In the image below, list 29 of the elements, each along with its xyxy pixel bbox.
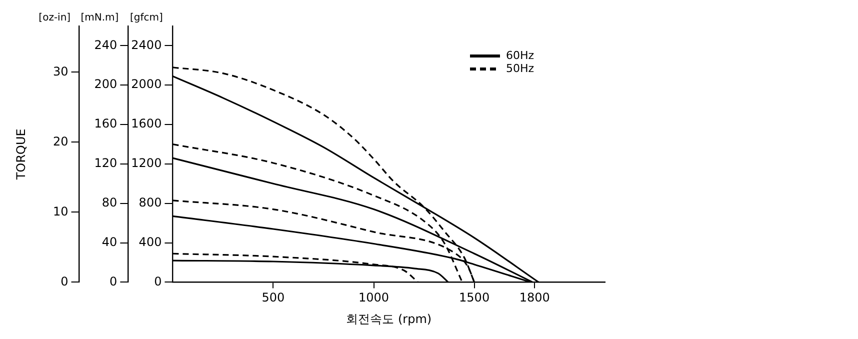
y-tick-label: 1600	[131, 116, 162, 131]
y2-tick-label: 160	[94, 116, 118, 131]
x-axis-title: 회전속도 (rpm)	[346, 312, 432, 326]
y3-axis-title: [oz-in]	[38, 12, 71, 24]
y3-tick-label: 10	[52, 204, 68, 218]
y-tick-label: 400	[138, 234, 162, 249]
y2-tick-label: 200	[94, 77, 118, 92]
legend-label: 60Hz	[506, 48, 534, 62]
y-axis-title: [gfcm]	[130, 12, 163, 24]
x-tick-label: 1000	[358, 290, 390, 305]
y-tick-label: 0	[154, 274, 162, 288]
y2-tick-label: 80	[102, 195, 118, 210]
x-tick-label: 500	[262, 290, 285, 305]
y-tick-label: 800	[138, 195, 162, 210]
y2-tick-label: 0	[110, 274, 118, 288]
y-tick-label: 2000	[131, 77, 162, 92]
y3-tick-label: 20	[52, 134, 68, 148]
x-tick-label: 1800	[519, 290, 550, 305]
text: TORQUE	[14, 128, 28, 181]
y2-tick-label: 40	[102, 234, 118, 249]
y2-axis-title: [mN.m]	[80, 12, 119, 24]
y3-tick-label: 0	[60, 274, 68, 288]
x-tick-label: 1500	[459, 290, 490, 305]
y3-tick-label: 30	[52, 64, 68, 78]
y2-tick-label: 120	[94, 156, 118, 170]
y-tick-label: 1200	[131, 156, 162, 170]
legend-label: 50Hz	[506, 62, 534, 75]
y2-tick-label: 240	[94, 38, 118, 52]
y-tick-label: 2400	[131, 38, 162, 52]
